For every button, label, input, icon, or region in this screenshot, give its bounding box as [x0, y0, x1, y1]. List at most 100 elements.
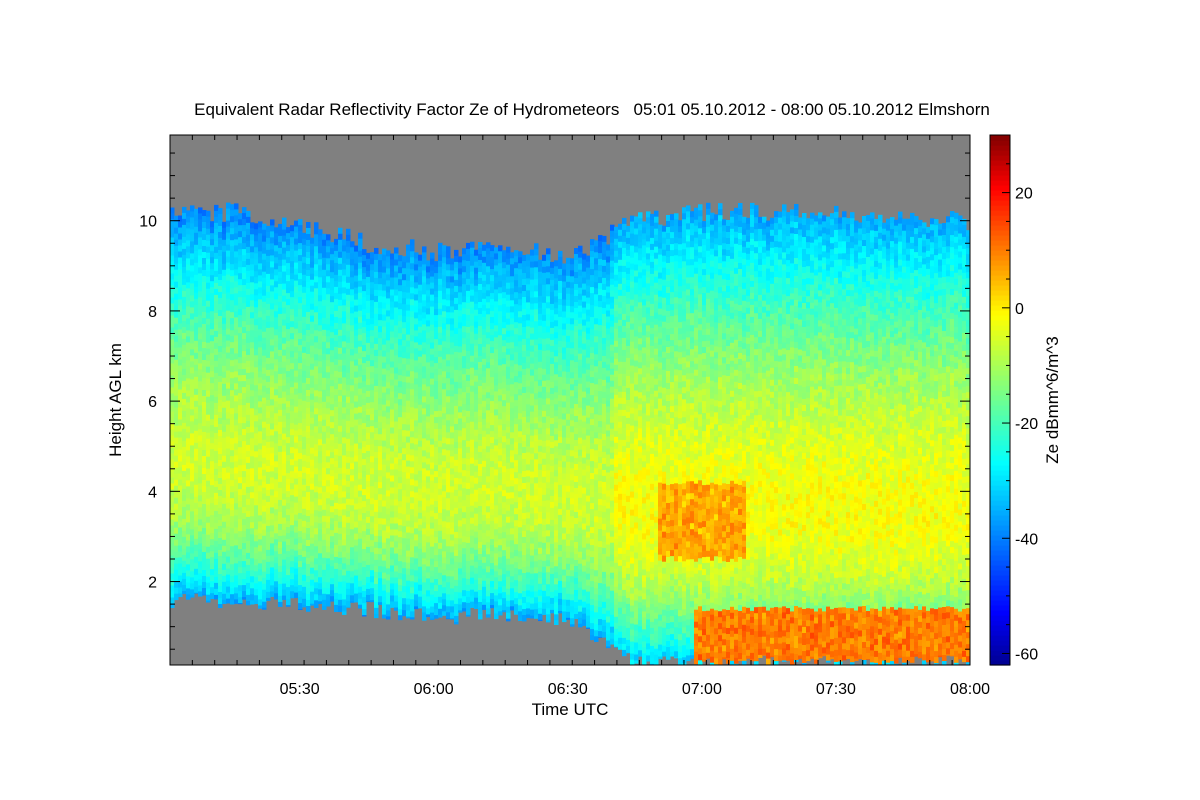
heatmap-cell-3836	[410, 389, 415, 396]
heatmap-cell-307	[186, 492, 191, 499]
heatmap-cell-512	[198, 543, 203, 550]
heatmap-cell-3955	[418, 374, 423, 382]
heatmap-cell-4245	[438, 278, 443, 286]
heatmap-cell-4844	[474, 537, 479, 545]
heatmap-cell-1635	[270, 237, 275, 244]
heatmap-cell-4366	[446, 258, 451, 265]
heatmap-cell-2215	[306, 288, 311, 295]
heatmap-cell-3731	[402, 514, 407, 521]
heatmap-cell-265	[186, 240, 191, 247]
heatmap-cell-786	[218, 238, 223, 245]
heatmap-cell-65	[170, 597, 175, 604]
heatmap-cell-3651	[398, 399, 403, 406]
heatmap-cell-1529	[262, 373, 267, 381]
heatmap-cell-6	[170, 243, 175, 250]
heatmap-cell-4365	[446, 252, 451, 259]
heatmap-cell-1305	[246, 570, 251, 578]
heatmap-cell-1963	[290, 309, 295, 316]
heatmap-cell-4332	[442, 425, 447, 432]
heatmap-cell-1025	[230, 480, 235, 487]
heatmap-cell-809	[218, 376, 223, 383]
heatmap-cell-1507	[262, 241, 267, 249]
heatmap-cell-778	[214, 582, 219, 590]
heatmap-cell-3524	[390, 355, 395, 362]
heatmap-cell-287	[186, 372, 191, 379]
heatmap-cell-3733	[402, 526, 407, 533]
heatmap-cell-675	[210, 359, 215, 366]
heatmap-cell-2176	[302, 442, 307, 450]
heatmap-cell-693	[210, 467, 215, 474]
heatmap-cell-4561	[458, 316, 463, 323]
heatmap-cell-270	[186, 270, 191, 277]
heatmap-cell-4985	[486, 272, 491, 279]
heatmap-cell-4792	[470, 583, 475, 591]
heatmap-cell-3134	[362, 561, 367, 568]
heatmap-cell-3101	[362, 363, 367, 370]
heatmap-cell-571	[202, 510, 207, 517]
heatmap-cell-1219	[242, 447, 247, 454]
heatmap-cell-2455	[318, 583, 323, 590]
heatmap-cell-425	[194, 412, 199, 420]
heatmap-cell-2528	[326, 270, 331, 277]
heatmap-cell-4290	[438, 548, 443, 556]
heatmap-cell-4531	[454, 507, 459, 515]
heatmap-cell-1571	[266, 237, 271, 245]
heatmap-cell-210	[182, 296, 187, 304]
heatmap-cell-2695	[334, 544, 339, 552]
heatmap-cell-4738	[470, 259, 475, 267]
heatmap-cell-4035	[422, 492, 427, 499]
heatmap-cell-965	[226, 520, 231, 528]
heatmap-cell-4788	[470, 559, 475, 567]
heatmap-cell-3714	[402, 412, 407, 419]
heatmap-cell-4183	[434, 285, 439, 292]
heatmap-cell-4071	[426, 344, 431, 351]
heatmap-cell-2356	[314, 372, 319, 379]
heatmap-cell-1621	[266, 537, 271, 545]
heatmap-cell-3772	[406, 388, 411, 396]
heatmap-cell-4244	[438, 272, 443, 280]
heatmap-cell-1004	[230, 354, 235, 361]
heatmap-cell-4425	[446, 612, 451, 619]
heatmap-cell-153	[178, 347, 183, 354]
heatmap-cell-4433	[450, 294, 455, 301]
heatmap-cell-3133	[362, 555, 367, 562]
heatmap-cell-2827	[342, 575, 347, 582]
heatmap-cell-4303	[442, 251, 447, 258]
heatmap-cell-1060	[234, 287, 239, 294]
heatmap-cell-2173	[302, 424, 307, 432]
heatmap-cell-4474	[450, 540, 455, 547]
heatmap-cell-123	[174, 551, 179, 559]
heatmap-cell-1948	[286, 605, 291, 607]
heatmap-cell-4389	[446, 396, 451, 403]
heatmap-cell-1037	[230, 552, 235, 559]
heatmap-cell-73	[174, 251, 179, 259]
heatmap-cell-3868	[410, 581, 415, 588]
heatmap-cell-4346	[442, 509, 447, 516]
heatmap-cell-3923	[414, 540, 419, 547]
heatmap-cell-4595	[458, 520, 463, 527]
heatmap-cell-4473	[450, 534, 455, 541]
heatmap-cell-2763	[338, 563, 343, 571]
heatmap-cell-2855	[346, 354, 351, 362]
heatmap-cell-1531	[262, 385, 267, 393]
heatmap-cell-1950	[290, 231, 295, 238]
heatmap-cell-1410	[254, 433, 259, 440]
heatmap-cell-2201	[302, 592, 307, 600]
heatmap-cell-3611	[394, 517, 399, 524]
heatmap-cell-1081	[234, 413, 239, 420]
heatmap-cell-256	[182, 572, 187, 580]
heatmap-cell-3863	[410, 551, 415, 558]
heatmap-cell-1947	[286, 599, 291, 606]
heatmap-cell-4009	[422, 336, 427, 343]
heatmap-cell-509	[198, 525, 203, 532]
heatmap-cell-1841	[282, 337, 287, 345]
heatmap-cell-4423	[446, 600, 451, 607]
heatmap-cell-4940	[482, 370, 487, 378]
heatmap-cell-886	[222, 449, 227, 457]
heatmap-cell-3235	[370, 444, 375, 451]
heatmap-cell-4454	[450, 420, 455, 427]
heatmap-cell-831	[218, 508, 223, 515]
heatmap-cell-1560	[262, 559, 267, 567]
heatmap-cell-226	[182, 392, 187, 400]
heatmap-cell-323	[186, 588, 191, 595]
